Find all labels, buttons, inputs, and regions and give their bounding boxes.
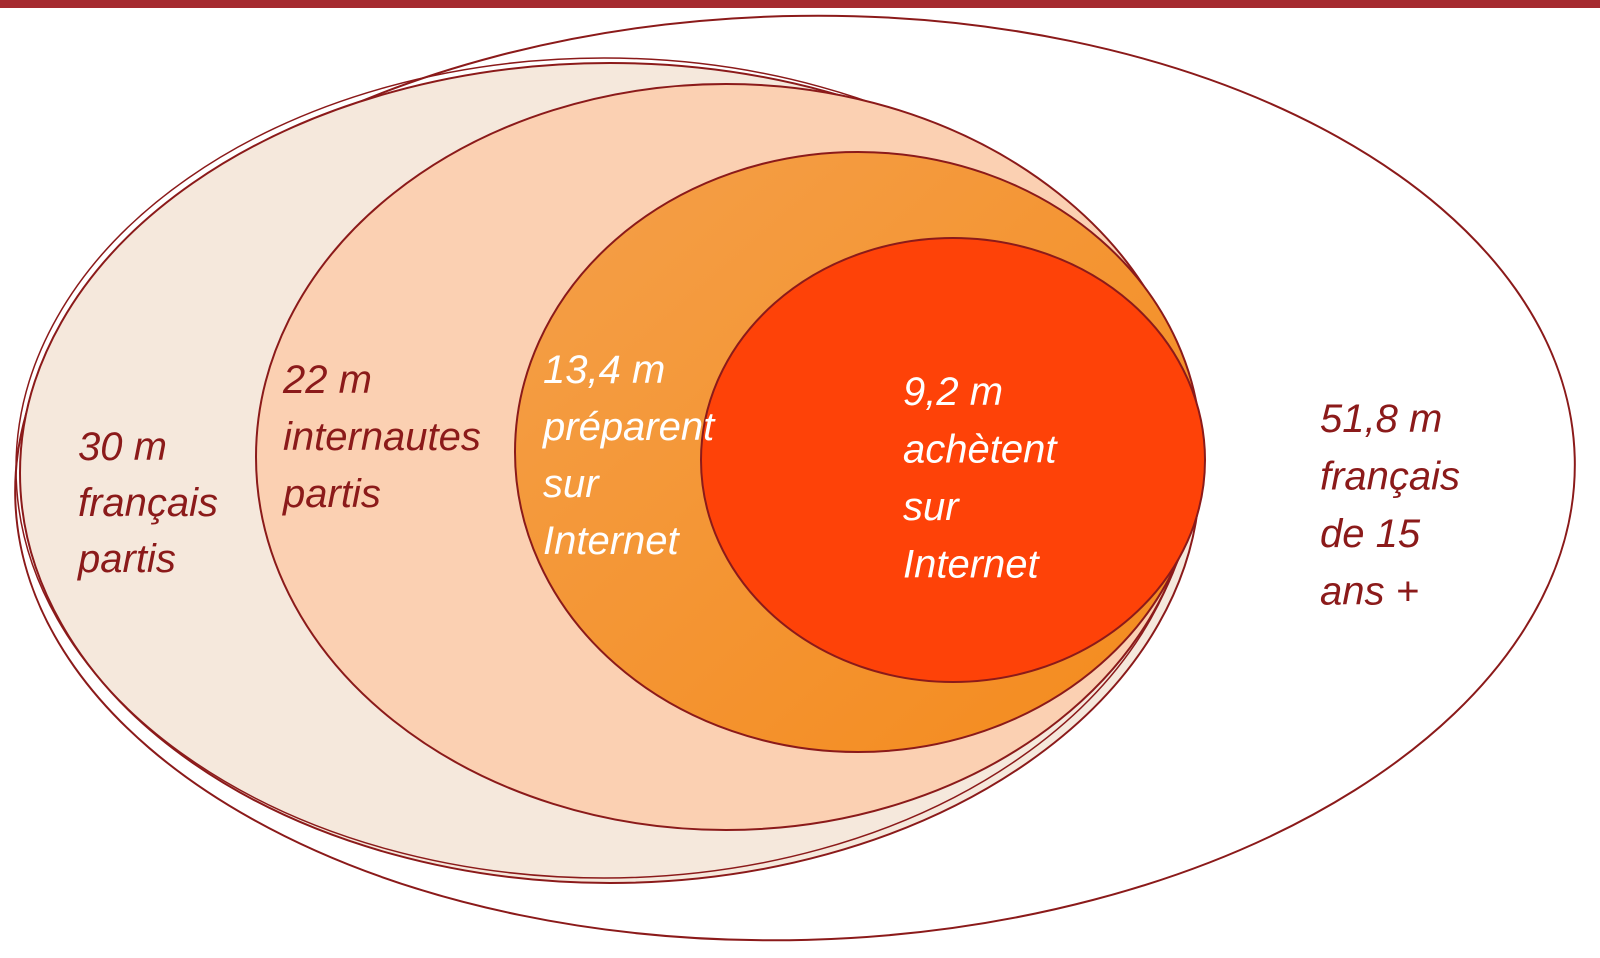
- set-label: français: [78, 481, 218, 525]
- set-label: sur: [903, 485, 960, 529]
- set-label: partis: [282, 472, 381, 516]
- top-bar: [0, 0, 1600, 8]
- labels: 51,8 m français de 15 ans + 30 m français part…: [77, 348, 1460, 614]
- set-label: 30 m: [78, 425, 167, 469]
- set-label: 9,2 m: [903, 370, 1003, 414]
- set-label: Internet: [543, 519, 681, 563]
- set-label: préparent: [542, 405, 716, 449]
- set-label: 51,8 m: [1320, 397, 1442, 441]
- set-label: ans +: [1320, 570, 1419, 614]
- set-label: 13,4 m: [543, 348, 665, 392]
- set-label: français: [1320, 455, 1460, 499]
- set-label: Internet: [903, 543, 1041, 587]
- set-label: partis: [77, 537, 176, 581]
- set-label: sur: [543, 462, 600, 506]
- set-ellipse: [700, 237, 1206, 683]
- set-label: de 15: [1320, 512, 1421, 556]
- set-label: internautes: [283, 415, 481, 459]
- set-label: achètent: [903, 428, 1058, 472]
- set-label: 22 m: [282, 358, 372, 402]
